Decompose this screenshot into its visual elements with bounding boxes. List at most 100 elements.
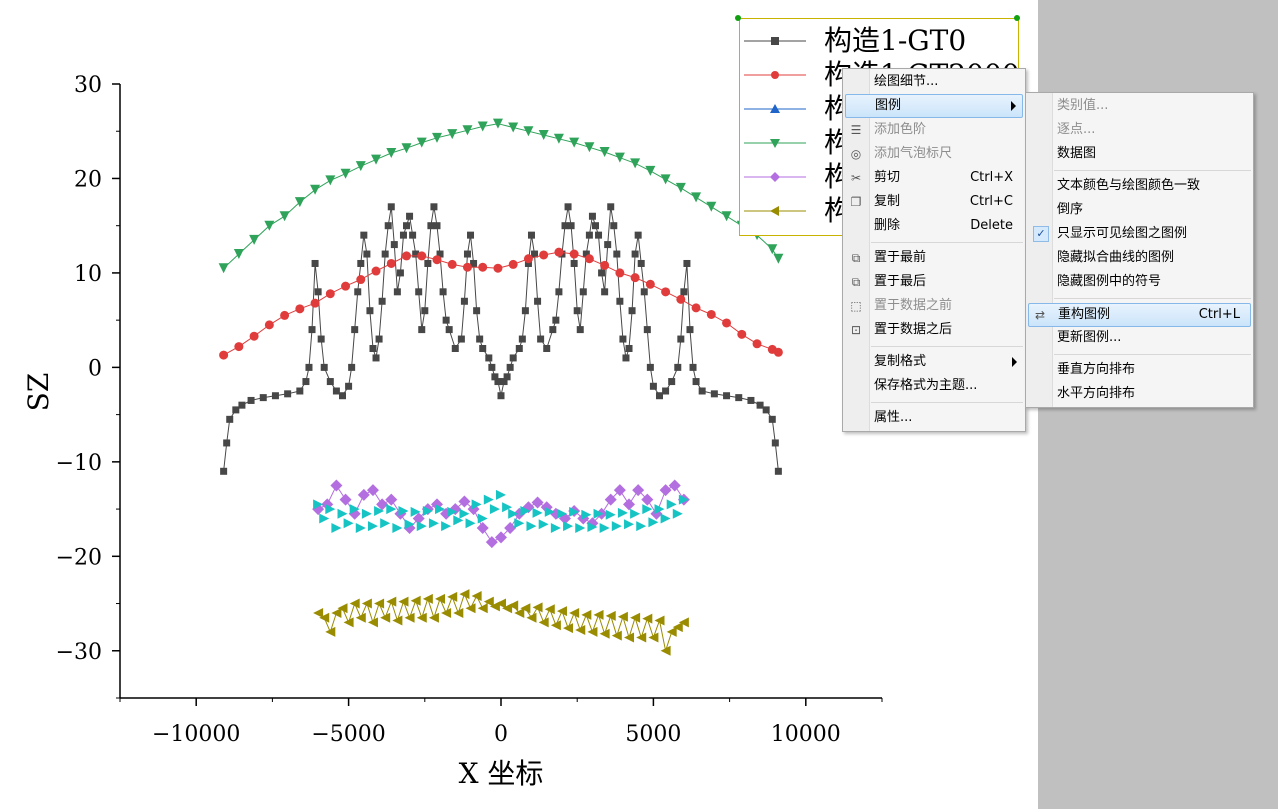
data-point	[447, 591, 458, 602]
data-point	[752, 339, 762, 349]
data-point	[302, 378, 310, 386]
data-point	[649, 382, 657, 390]
data-point	[375, 335, 383, 343]
submenu-item-visible-plots-only[interactable]: ✓ 只显示可见绘图之图例	[1028, 223, 1251, 245]
data-point	[361, 508, 372, 519]
data-point	[319, 513, 330, 524]
data-point	[632, 484, 645, 497]
data-point	[337, 508, 348, 519]
data-point	[539, 250, 549, 260]
data-point	[567, 222, 575, 230]
submenu-item-text-color-match[interactable]: 文本颜色与绘图颜色一致	[1057, 178, 1201, 193]
menu-item-plot-details[interactable]: 绘图细节...	[874, 74, 939, 89]
data-point	[451, 344, 459, 352]
data-point	[593, 609, 604, 620]
data-point	[308, 326, 316, 334]
y-axis-title: SZ	[22, 373, 55, 412]
data-point	[520, 603, 531, 614]
y-tick-label: 20	[74, 167, 102, 192]
data-point	[441, 521, 452, 532]
legend-resize-handle-top-right[interactable]	[1014, 15, 1020, 21]
submenu-item-category-values[interactable]: 类别值...	[1057, 98, 1109, 113]
submenu-item-vertical-layout[interactable]: 垂直方向排布	[1057, 362, 1136, 377]
data-point	[523, 254, 533, 264]
data-point	[675, 182, 686, 193]
data-point	[398, 596, 409, 607]
data-point	[384, 222, 392, 230]
menu-item-after-data[interactable]: ⊡ 置于数据之后	[845, 319, 1023, 341]
data-point	[630, 273, 640, 283]
data-point	[410, 595, 421, 606]
data-point	[506, 363, 514, 371]
data-point	[662, 387, 670, 395]
data-point	[668, 479, 681, 492]
submenu-item-hide-fit-legend[interactable]: 隐藏拟合曲线的图例	[1057, 250, 1175, 265]
data-point	[366, 307, 374, 315]
submenu-item-reverse-order[interactable]: 倒序	[1057, 202, 1084, 217]
legend-item-0[interactable]: 构造1-GT0	[740, 24, 1018, 58]
menu-item-copy-format[interactable]: 复制格式	[845, 351, 1023, 373]
data-point	[376, 498, 389, 511]
data-point	[672, 508, 683, 519]
data-point	[582, 250, 590, 258]
data-point	[447, 506, 458, 517]
menu-item-legend[interactable]: 图例	[845, 94, 1023, 118]
submenu-item-rebuild-legend[interactable]: ⇄ 重构图例 Ctrl+L	[1028, 303, 1251, 327]
menu-separator	[1054, 354, 1251, 355]
data-point	[604, 241, 612, 249]
data-point	[611, 521, 622, 532]
data-point	[642, 504, 653, 515]
data-point	[768, 415, 776, 423]
submenu-item-data-plot[interactable]: 数据图	[1057, 146, 1097, 161]
legend-resize-handle-top-left[interactable]	[735, 15, 741, 21]
data-point	[645, 279, 655, 289]
data-point	[374, 505, 385, 516]
menu-item-add-color-scale[interactable]: ☰ 添加色阶	[845, 119, 1023, 141]
send-back-icon: ⧉	[851, 275, 861, 289]
data-point	[617, 611, 628, 622]
series-3	[218, 118, 784, 274]
data-point	[623, 498, 636, 511]
menu-item-before-data[interactable]: ⬚ 置于数据之前	[845, 295, 1023, 317]
data-point	[234, 342, 244, 352]
menu-item-add-bubble-scale[interactable]: ◎ 添加气泡标尺	[845, 143, 1023, 165]
submenu-item-horizontal-layout[interactable]: 水平方向排布	[1057, 386, 1136, 401]
menu-item-properties[interactable]: 属性...	[874, 410, 913, 425]
menu-item-copy[interactable]: ❐ 复制 Ctrl+C	[845, 191, 1023, 213]
submenu-item-update-legend[interactable]: 更新图例...	[1057, 330, 1122, 345]
data-point	[604, 493, 617, 506]
data-point	[569, 607, 580, 618]
submenu-item-point-by-point[interactable]: 逐点...	[1057, 122, 1096, 137]
data-point	[508, 259, 518, 269]
data-point	[721, 211, 732, 222]
data-point	[471, 590, 482, 601]
data-point	[433, 222, 441, 230]
data-point	[249, 234, 260, 245]
data-point	[573, 307, 581, 315]
data-point	[380, 612, 391, 623]
data-point	[310, 298, 320, 308]
data-point	[220, 467, 228, 475]
data-point	[386, 258, 396, 268]
data-point	[355, 612, 366, 623]
data-point	[393, 288, 401, 296]
menu-item-save-format-theme[interactable]: 保存格式为主题...	[874, 378, 978, 393]
data-point	[552, 316, 560, 324]
data-point	[767, 244, 778, 255]
data-point	[569, 506, 580, 517]
data-point	[462, 262, 472, 272]
data-point	[348, 363, 356, 371]
menu-item-cut[interactable]: ✂ 剪切 Ctrl+X	[845, 167, 1023, 189]
menu-item-send-to-back[interactable]: ⧉ 置于最后	[845, 271, 1023, 293]
data-point	[550, 620, 561, 631]
data-point	[431, 132, 442, 143]
menu-item-bring-to-front[interactable]: ⧉ 置于最前	[845, 247, 1023, 269]
data-point	[390, 241, 398, 249]
legend-submenu-gutter	[1026, 93, 1053, 407]
data-point	[569, 137, 580, 148]
data-point	[614, 152, 625, 163]
submenu-item-hide-legend-symbols[interactable]: 隐藏图例中的符号	[1057, 274, 1162, 289]
menu-item-delete[interactable]: 删除 Delete	[874, 218, 1013, 233]
data-point	[412, 512, 425, 525]
data-point	[325, 626, 336, 637]
